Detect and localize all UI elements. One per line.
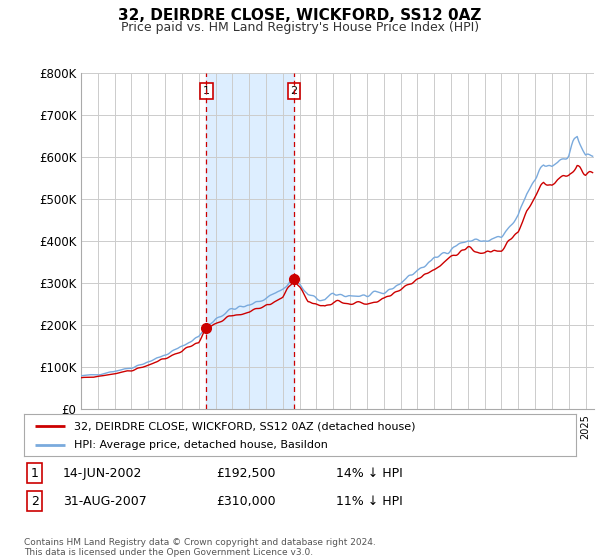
Text: £192,500: £192,500 [216,466,275,480]
Text: 31-AUG-2007: 31-AUG-2007 [63,494,147,508]
Text: Contains HM Land Registry data © Crown copyright and database right 2024.
This d: Contains HM Land Registry data © Crown c… [24,538,376,557]
Text: Price paid vs. HM Land Registry's House Price Index (HPI): Price paid vs. HM Land Registry's House … [121,21,479,34]
Text: 2: 2 [31,494,39,508]
Text: 32, DEIRDRE CLOSE, WICKFORD, SS12 0AZ (detached house): 32, DEIRDRE CLOSE, WICKFORD, SS12 0AZ (d… [74,421,415,431]
Text: 2: 2 [290,86,298,96]
Text: 32, DEIRDRE CLOSE, WICKFORD, SS12 0AZ: 32, DEIRDRE CLOSE, WICKFORD, SS12 0AZ [118,8,482,24]
Text: 1: 1 [31,466,39,480]
Text: 14-JUN-2002: 14-JUN-2002 [63,466,142,480]
Bar [206,73,294,409]
Text: £310,000: £310,000 [216,494,275,508]
Text: 1: 1 [203,86,210,96]
Text: 11% ↓ HPI: 11% ↓ HPI [336,494,403,508]
Text: HPI: Average price, detached house, Basildon: HPI: Average price, detached house, Basi… [74,441,328,450]
Text: 14% ↓ HPI: 14% ↓ HPI [336,466,403,480]
